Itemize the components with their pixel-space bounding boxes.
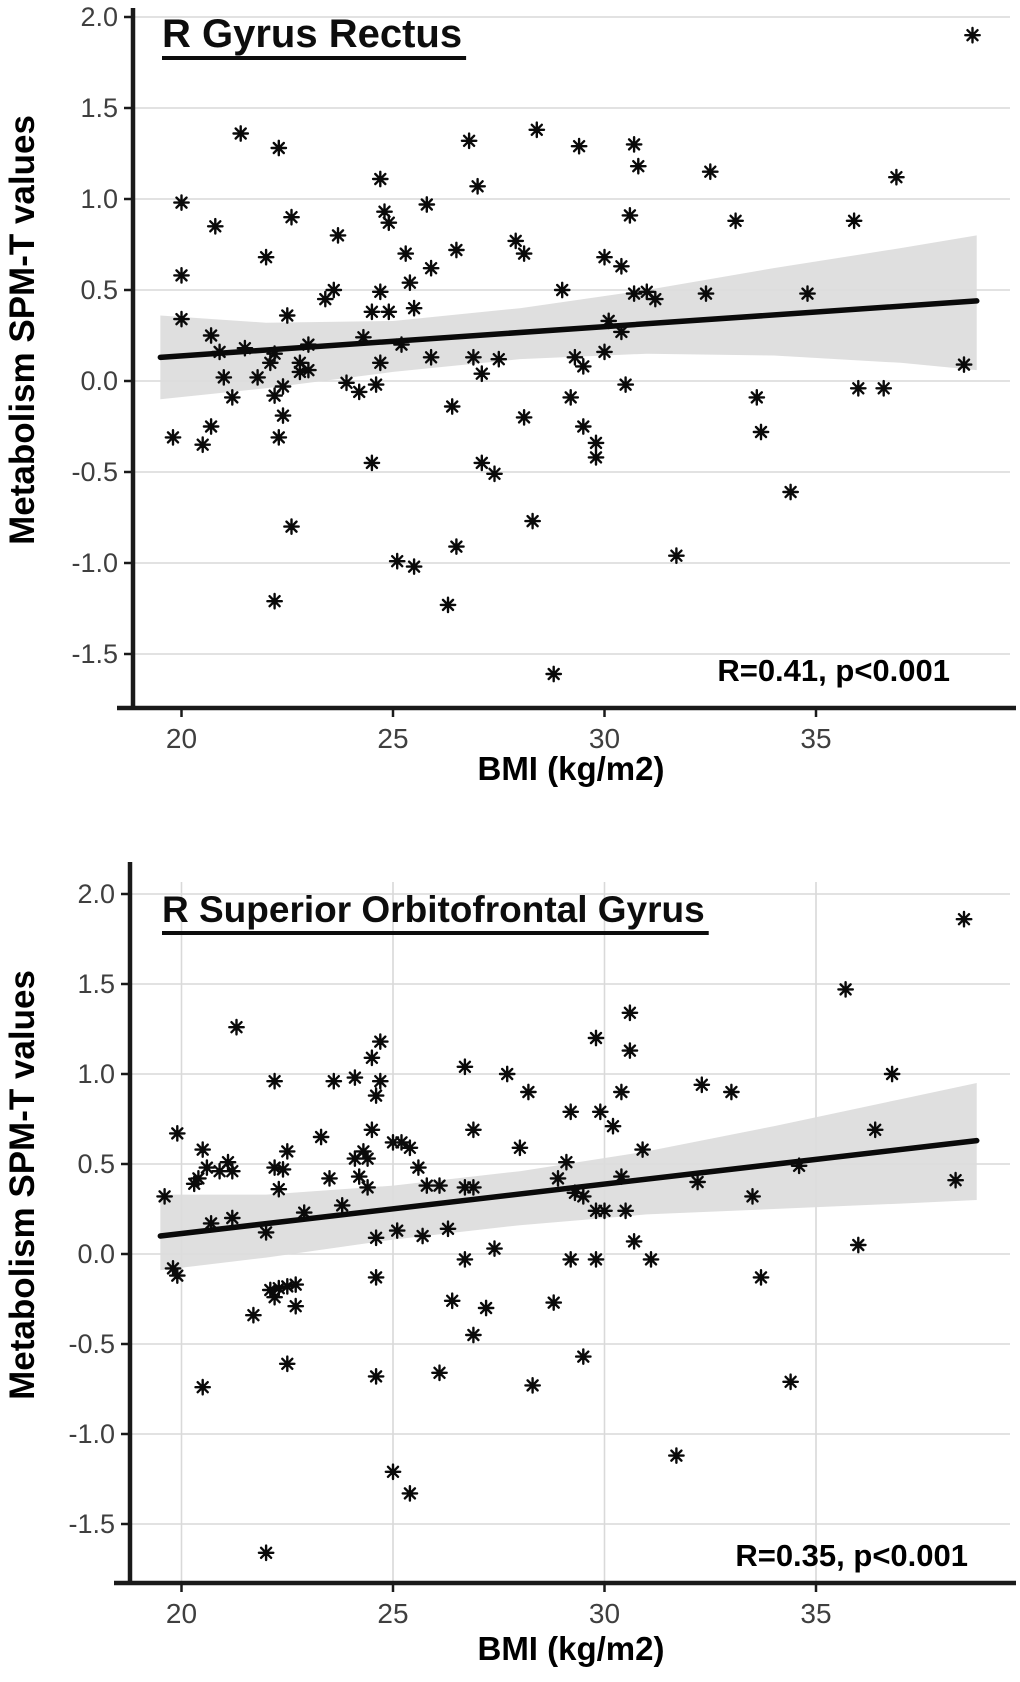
- chart-render-layer: 2.0 1.5 1.0 0.5 0.0 -0.5 -1.0 -1.5 20 25 30 35: [68, 862, 1016, 1629]
- svg-text:-0.5: -0.5: [68, 1329, 115, 1359]
- scatter-plot-r-gyrus-rectus: 2.0 1.5 1.0 0.5 0.0 -0.5 -1.0 -1.5 20 25 30 35 R Gy…: [3, 2, 1016, 787]
- chart-render-layer: 2.0 1.5 1.0 0.5 0.0 -0.5 -1.0 -1.5 20 25 30 35: [71, 2, 1016, 754]
- svg-text:-1.5: -1.5: [71, 639, 118, 669]
- x-axis-label: BMI (kg/m2): [477, 750, 664, 787]
- svg-text:0.0: 0.0: [80, 366, 118, 396]
- svg-text:30: 30: [589, 1598, 620, 1629]
- svg-text:0.5: 0.5: [77, 1149, 115, 1179]
- svg-text:0.5: 0.5: [80, 275, 118, 305]
- y-axis-label: Metabolism SPM-T values: [3, 115, 42, 545]
- svg-text:1.5: 1.5: [80, 93, 118, 123]
- svg-text:1.5: 1.5: [77, 969, 115, 999]
- y-axis-label: Metabolism SPM-T values: [3, 970, 42, 1400]
- scatter-plot-r-superior-orbitofrontal-gyrus: 2.0 1.5 1.0 0.5 0.0 -0.5 -1.0 -1.5 20 25 30 35 R Su…: [3, 862, 1016, 1667]
- svg-text:1.0: 1.0: [80, 184, 118, 214]
- svg-text:0.0: 0.0: [77, 1239, 115, 1269]
- svg-text:-0.5: -0.5: [71, 457, 118, 487]
- chart-title: R Superior Orbitofrontal Gyrus: [162, 889, 705, 930]
- scatter-panel-r-gyrus-rectus: 2.0 1.5 1.0 0.5 0.0 -0.5 -1.0 -1.5 20 25 30 35 R Gy…: [0, 0, 1020, 792]
- correlation-annotation: R=0.41, p<0.001: [717, 653, 950, 688]
- chart-title: R Gyrus Rectus: [162, 12, 462, 56]
- svg-text:1.0: 1.0: [77, 1059, 115, 1089]
- x-axis-label: BMI (kg/m2): [477, 1630, 664, 1667]
- svg-text:25: 25: [377, 1598, 408, 1629]
- svg-text:25: 25: [377, 723, 408, 754]
- svg-text:20: 20: [166, 1598, 197, 1629]
- svg-text:30: 30: [589, 723, 620, 754]
- svg-text:2.0: 2.0: [80, 2, 118, 32]
- svg-text:2.0: 2.0: [77, 879, 115, 909]
- correlation-annotation: R=0.35, p<0.001: [735, 1538, 968, 1573]
- svg-text:-1.0: -1.0: [71, 548, 118, 578]
- scatter-panel-r-superior-orbitofrontal-gyrus: 2.0 1.5 1.0 0.5 0.0 -0.5 -1.0 -1.5 20 25 30 35 R Su…: [0, 792, 1020, 1682]
- svg-text:35: 35: [800, 723, 831, 754]
- svg-text:20: 20: [166, 723, 197, 754]
- svg-text:-1.5: -1.5: [68, 1509, 115, 1539]
- svg-text:35: 35: [800, 1598, 831, 1629]
- svg-text:-1.0: -1.0: [68, 1419, 115, 1449]
